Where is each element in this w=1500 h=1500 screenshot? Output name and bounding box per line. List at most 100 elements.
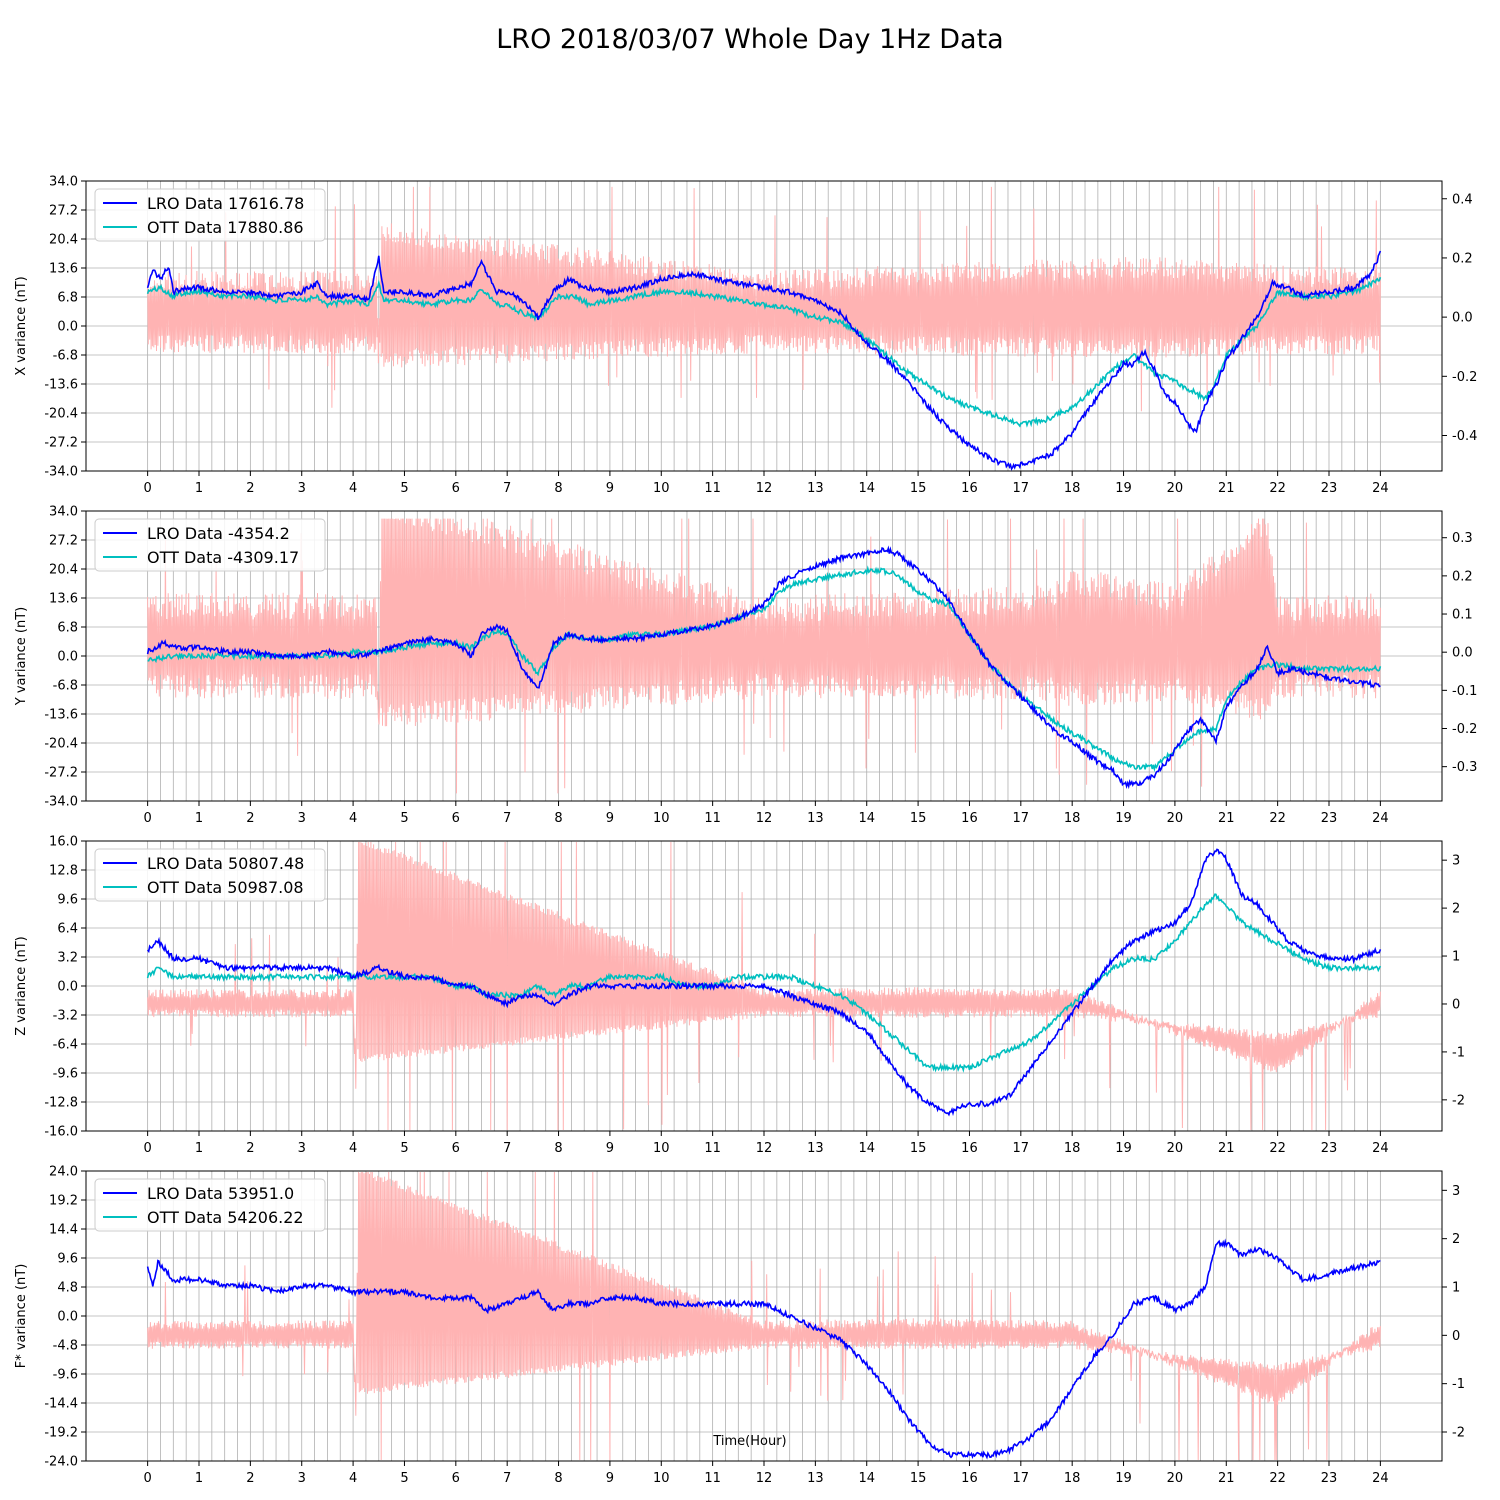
y-tick-label: -19.2 — [44, 1426, 78, 1441]
y-tick-label: 0.0 — [57, 320, 78, 335]
x-tick-label: 12 — [756, 1141, 773, 1156]
x-tick-label: 23 — [1321, 811, 1338, 826]
x-tick-label: 22 — [1269, 1471, 1286, 1486]
x-axis-label: Time(Hour) — [712, 1434, 786, 1449]
x-tick-label: 9 — [606, 1471, 614, 1486]
x-tick-label: 11 — [704, 811, 721, 826]
x-tick-label: 13 — [807, 811, 824, 826]
x-tick-label: 18 — [1064, 811, 1081, 826]
y2-tick-label: 0 — [1452, 1329, 1460, 1344]
x-tick-label: 22 — [1269, 481, 1286, 496]
x-tick-label: 22 — [1269, 1141, 1286, 1156]
x-tick-label: 6 — [452, 1471, 460, 1486]
y-tick-label: -24.0 — [44, 1455, 78, 1470]
y-tick-label: 14.4 — [49, 1223, 78, 1238]
x-tick-label: 16 — [961, 1141, 978, 1156]
x-tick-label: 7 — [503, 1471, 511, 1486]
x-tick-label: 9 — [606, 1141, 614, 1156]
y-tick-label: -3.2 — [53, 1009, 78, 1024]
series-line-lro — [146, 250, 1382, 471]
y-tick-label: 24.0 — [49, 1165, 78, 1180]
y-tick-label: 20.4 — [49, 563, 78, 578]
legend-box — [94, 188, 326, 242]
y-axis-label: Z variance (nT) — [14, 936, 29, 1035]
x-tick-label: 22 — [1269, 811, 1286, 826]
x-tick-label: 0 — [143, 481, 151, 496]
y-tick-label: 27.2 — [49, 204, 78, 219]
x-tick-label: 18 — [1064, 481, 1081, 496]
y-tick-label: 0.0 — [57, 1310, 78, 1325]
y-tick-label: 19.2 — [49, 1194, 78, 1209]
legend-box — [94, 1178, 326, 1232]
panel-3: 16.012.89.66.43.20.0-3.2-6.4-9.6-12.8-16… — [14, 835, 1465, 1157]
y2-tick-label: 1 — [1452, 950, 1460, 965]
y-tick-label: 4.8 — [57, 1281, 78, 1296]
y-tick-label: 13.6 — [49, 262, 78, 277]
x-tick-label: 6 — [452, 1141, 460, 1156]
x-tick-label: 24 — [1372, 481, 1389, 496]
y-tick-label: -13.6 — [44, 378, 78, 393]
x-tick-label: 19 — [1115, 1141, 1132, 1156]
x-tick-label: 8 — [554, 811, 562, 826]
y-tick-label: 16.0 — [49, 835, 78, 850]
y-axis-label: Y variance (nT) — [14, 607, 29, 707]
y2-tick-label: 0 — [1452, 997, 1460, 1012]
y2-tick-label: -1 — [1452, 1377, 1465, 1392]
x-tick-label: 3 — [298, 811, 306, 826]
series-line-lro — [146, 545, 1381, 790]
x-tick-label: 8 — [554, 1471, 562, 1486]
y-tick-label: 0.0 — [57, 980, 78, 995]
x-tick-label: 20 — [1167, 1471, 1184, 1486]
y-tick-label: 6.4 — [57, 922, 78, 937]
y2-tick-label: 0.2 — [1452, 251, 1473, 266]
x-tick-label: 21 — [1218, 811, 1235, 826]
x-tick-label: 11 — [704, 1141, 721, 1156]
y-tick-label: 20.4 — [49, 233, 78, 248]
y2-tick-label: 2 — [1452, 1232, 1460, 1247]
x-tick-label: 17 — [1013, 1141, 1030, 1156]
x-tick-label: 10 — [653, 811, 670, 826]
x-tick-label: 9 — [606, 481, 614, 496]
series-line-lro — [146, 848, 1382, 1117]
y-tick-label: 9.6 — [57, 893, 78, 908]
y-tick-label: 13.6 — [49, 592, 78, 607]
y2-tick-label: 3 — [1452, 1184, 1460, 1199]
x-tick-label: 8 — [554, 1141, 562, 1156]
y-tick-label: 34.0 — [49, 505, 78, 520]
x-tick-label: 15 — [910, 1471, 927, 1486]
legend-box — [94, 518, 326, 572]
x-tick-label: 8 — [554, 481, 562, 496]
panel-4: 24.0 19.2 14.4 9.6 4.8 0.0 -4.8 -9.6 -14.4 -19.2 -… — [14, 1165, 1465, 1487]
y-tick-label: 6.8 — [57, 291, 78, 306]
legend-entry: LRO Data 53951.0 — [147, 1184, 294, 1203]
y2-tick-label: 2 — [1452, 902, 1460, 917]
x-tick-label: 10 — [653, 481, 670, 496]
x-tick-label: 23 — [1321, 1471, 1338, 1486]
y2-tick-label: -1 — [1452, 1045, 1465, 1060]
y-tick-label: 3.2 — [57, 951, 78, 966]
y-tick-label: -34.0 — [44, 465, 78, 480]
y-tick-label: -20.4 — [44, 737, 78, 752]
x-tick-label: 2 — [246, 811, 254, 826]
x-tick-label: 21 — [1218, 1141, 1235, 1156]
y2-tick-label: -2 — [1452, 1093, 1465, 1108]
legend-entry: OTT Data 17880.86 — [147, 218, 304, 237]
x-tick-label: 7 — [503, 481, 511, 496]
x-tick-label: 17 — [1013, 1471, 1030, 1486]
x-tick-label: 20 — [1167, 481, 1184, 496]
x-tick-label: 7 — [503, 811, 511, 826]
x-tick-label: 13 — [807, 1141, 824, 1156]
legend-entry: OTT Data 54206.22 — [147, 1208, 304, 1227]
x-tick-label: 19 — [1115, 811, 1132, 826]
y2-tick-label: -0.2 — [1452, 370, 1477, 385]
y-tick-label: -4.8 — [53, 1339, 78, 1354]
figure-title: LRO 2018/03/07 Whole Day 1Hz Data — [496, 24, 1004, 55]
x-tick-label: 6 — [452, 481, 460, 496]
x-tick-label: 16 — [961, 481, 978, 496]
x-tick-label: 0 — [143, 1141, 151, 1156]
panel-2: 34.0 27.2 20.4 13.6 6.8 0.0 -6.8 -13.6 -20.4 -27.… — [14, 505, 1477, 827]
x-tick-label: 23 — [1321, 1141, 1338, 1156]
x-tick-label: 1 — [195, 1141, 203, 1156]
y-tick-label: -14.4 — [44, 1397, 78, 1412]
